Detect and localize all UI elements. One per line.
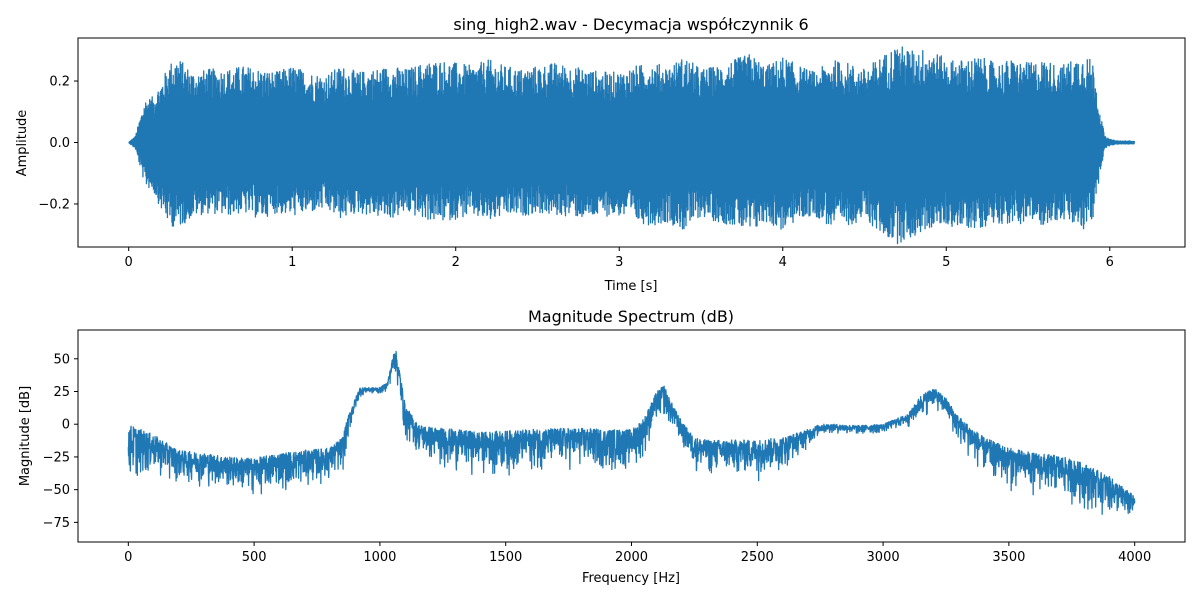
spectrum-y-label: Magnitude [dB]: [18, 386, 33, 486]
spectrum-x-tick-label: 1500: [489, 550, 522, 565]
waveform-y-tick-label: 0.2: [49, 75, 70, 90]
spectrum-axes-frame: [77, 329, 1186, 543]
spectrum-y-tick-label: −50: [43, 483, 70, 498]
spectrum-series: [127, 350, 1136, 515]
waveform-line: [128, 46, 1135, 245]
spectrum-x-label: Frequency [Hz]: [582, 571, 680, 586]
waveform-series: [128, 46, 1135, 245]
spectrum-y-tick-label: 25: [53, 385, 70, 400]
waveform-y-ticks: −0.2 0.0 0.2: [38, 75, 78, 212]
spectrum-x-ticks: 0 500 1000 1500 2000 2500 3000 3500 4000: [124, 542, 1151, 565]
spectrum-x-tick-label: 0: [124, 550, 132, 565]
spectrum-x-tick-label: 2000: [615, 550, 648, 565]
spectrum-title: Magnitude Spectrum (dB): [528, 307, 734, 326]
spectrum-x-tick-label: 500: [242, 550, 267, 565]
waveform-x-label: Time [s]: [604, 279, 658, 294]
spectrum-y-tick-label: −75: [43, 516, 70, 531]
waveform-x-tick-label: 4: [779, 255, 787, 270]
waveform-plot: sing_high2.wav - Decymacja współczynnik …: [15, 15, 1186, 294]
waveform-x-tick-label: 2: [452, 255, 460, 270]
waveform-title: sing_high2.wav - Decymacja współczynnik …: [453, 15, 808, 35]
spectrum-y-tick-label: 0: [62, 418, 70, 433]
waveform-axes-frame: [77, 37, 1186, 248]
waveform-x-ticks: 0 1 2 3 4 5 6: [125, 247, 1114, 270]
spectrum-x-tick-label: 1000: [363, 550, 396, 565]
spectrum-x-tick-label: 4000: [1118, 550, 1151, 565]
spectrum-x-tick-label: 2500: [741, 550, 774, 565]
spectrum-x-tick-label: 3000: [867, 550, 900, 565]
spectrum-y-tick-label: −25: [43, 450, 70, 465]
waveform-y-tick-label: −0.2: [38, 197, 70, 212]
waveform-y-tick-label: 0.0: [49, 136, 70, 151]
spectrum-x-tick-label: 3500: [992, 550, 1025, 565]
waveform-x-tick-label: 6: [1106, 255, 1114, 270]
spectrum-y-ticks: −75 −50 −25 0 25 50: [43, 352, 78, 531]
waveform-x-tick-label: 0: [125, 255, 133, 270]
spectrum-plot: Magnitude Spectrum (dB) 0 500 1000 1500 2000…: [18, 307, 1186, 586]
waveform-y-label: Amplitude: [15, 110, 30, 177]
waveform-x-tick-label: 5: [942, 255, 950, 270]
spectrum-line: [127, 350, 1136, 515]
waveform-x-tick-label: 1: [288, 255, 296, 270]
waveform-x-tick-label: 3: [615, 255, 623, 270]
spectrum-y-tick-label: 50: [53, 352, 70, 367]
